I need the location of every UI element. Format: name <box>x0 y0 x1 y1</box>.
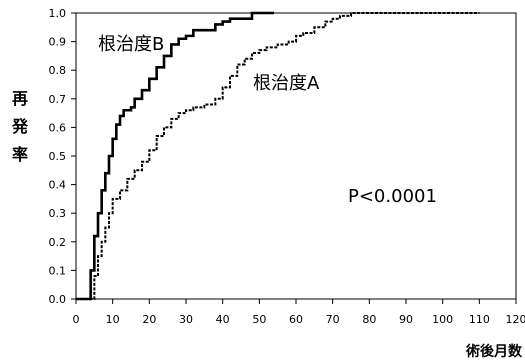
x-tick-label: 40 <box>216 313 230 326</box>
y-tick-label: 0.9 <box>49 36 67 49</box>
y-tick-label: 0.6 <box>49 121 67 134</box>
x-axis-label: 術後月数 <box>465 343 523 360</box>
y-tick-label: 0.3 <box>49 207 67 220</box>
p-value-annotation: P<0.0001 <box>348 186 437 207</box>
x-tick-label: 110 <box>469 313 490 326</box>
x-tick-label: 30 <box>179 313 193 326</box>
y-tick-label: 1.0 <box>49 7 67 20</box>
series-layer <box>76 11 480 301</box>
y-tick-label: 0.7 <box>49 93 67 106</box>
series-line-a <box>76 12 480 300</box>
x-tick-label: 120 <box>506 313 525 326</box>
x-tick-label: 0 <box>73 313 80 326</box>
axes: 0 10 20 30 40 50 60 70 80 90 100 110 120 0.0 0.1 0.2 0.3… <box>49 7 525 326</box>
y-tick-label: 0.1 <box>49 264 67 277</box>
x-tick-label: 50 <box>252 313 266 326</box>
x-tick-label: 100 <box>432 313 453 326</box>
y-tick-label: 0.5 <box>49 150 67 163</box>
y-tick-label: 0.4 <box>49 179 67 192</box>
x-tick-label: 10 <box>106 313 120 326</box>
series-line-b <box>76 11 274 301</box>
x-tick-label: 20 <box>142 313 156 326</box>
x-tick-label: 70 <box>326 313 340 326</box>
y-axis-label-char: 発 <box>11 117 29 136</box>
y-axis-label-char: 再 <box>12 89 28 108</box>
y-tick-label: 0.8 <box>49 64 67 77</box>
series-label-a: 根治度A <box>253 73 320 94</box>
y-axis-label-char: 率 <box>12 145 28 164</box>
series-label-b: 根治度B <box>98 34 164 55</box>
y-tick-label: 0.2 <box>49 236 67 249</box>
y-tick-label: 0.0 <box>49 293 67 306</box>
plot-frame <box>75 12 517 300</box>
x-tick-label: 80 <box>362 313 376 326</box>
x-tick-label: 60 <box>289 313 303 326</box>
x-tick-label: 90 <box>399 313 413 326</box>
